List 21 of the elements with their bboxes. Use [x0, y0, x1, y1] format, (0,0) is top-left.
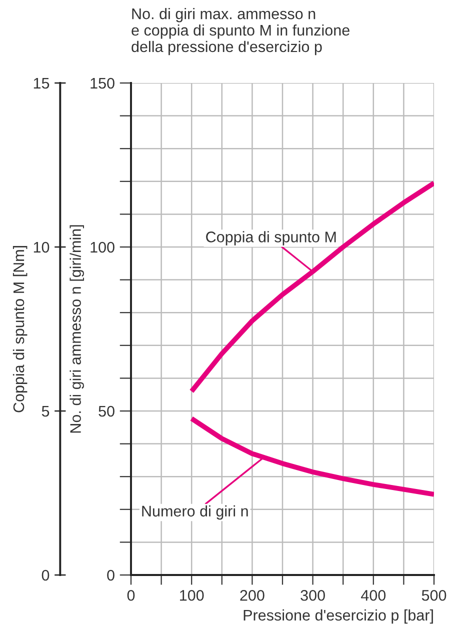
y2-tick-label: 5: [42, 406, 50, 417]
x-tick-label: 200: [240, 590, 264, 601]
y-tick-label: 100: [90, 242, 114, 253]
x-tick-label: 500: [422, 590, 446, 601]
y-tick-label: 150: [90, 78, 114, 89]
y2-tick-label: 15: [34, 78, 50, 89]
y2-axis-title: Coppia di spunto M [Nm]: [12, 246, 28, 412]
x-tick-label: 300: [300, 590, 325, 601]
line-series: [189, 180, 434, 394]
chart-title: No. di giri max. ammesso n e coppia di spunto M in funzione della pressione d'esercizio p: [132, 8, 350, 56]
y-axis-title: No. di giri ammesso n [giri/min]: [70, 225, 84, 433]
x-tick-label: 0: [127, 590, 135, 601]
y2-tick-label: 0: [42, 570, 50, 581]
x-tick-label: 100: [180, 590, 204, 601]
y2-tick-label: 10: [34, 242, 50, 253]
y-tick-label: 0: [107, 570, 114, 581]
x-axis-title: Pressione d'esercizio p [bar]: [244, 609, 433, 624]
x-tick-label: 400: [361, 590, 386, 601]
y-tick-label: 50: [98, 406, 114, 417]
annotation: Coppia di spunto M: [206, 231, 336, 246]
annotation: Numero di giri n: [142, 505, 248, 520]
